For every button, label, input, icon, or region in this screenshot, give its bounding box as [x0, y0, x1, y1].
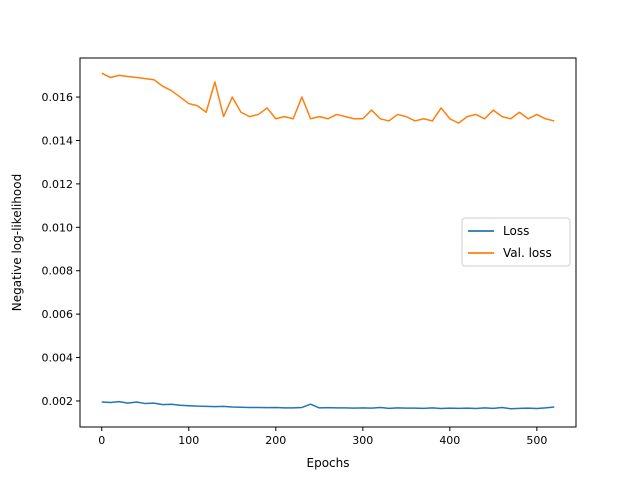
x-tick-label: 300 [352, 434, 373, 447]
legend-box [461, 217, 571, 267]
x-tick-label: 500 [526, 434, 547, 447]
legend-label: Val. loss [503, 246, 552, 260]
y-tick-label: 0.004 [42, 352, 74, 365]
y-tick-label: 0.008 [42, 265, 74, 278]
y-tick-label: 0.014 [42, 134, 74, 147]
y-axis-label: Negative log-likelihood [10, 174, 24, 311]
legend: Loss Val. loss [461, 217, 571, 267]
y-tick-label: 0.012 [42, 178, 74, 191]
y-tick-label: 0.010 [42, 221, 74, 234]
x-tick-label: 400 [439, 434, 460, 447]
x-axis-label: Epochs [307, 456, 350, 470]
x-tick-label: 200 [265, 434, 286, 447]
series-line-loss [101, 400, 555, 410]
x-tick-label: 100 [178, 434, 199, 447]
legend-label: Loss [503, 224, 529, 238]
y-axis-ticks: 0.002 0.004 0.006 0.008 0.010 0.012 0.014 0.016 [42, 91, 80, 408]
x-tick-label: 0 [98, 434, 105, 447]
x-axis-ticks: 0 100 200 300 400 500 [98, 427, 547, 447]
series-lines [101, 72, 555, 410]
series-line-val-loss [101, 72, 555, 124]
y-tick-label: 0.002 [42, 395, 74, 408]
y-tick-label: 0.016 [42, 91, 74, 104]
y-tick-label: 0.006 [42, 308, 74, 321]
